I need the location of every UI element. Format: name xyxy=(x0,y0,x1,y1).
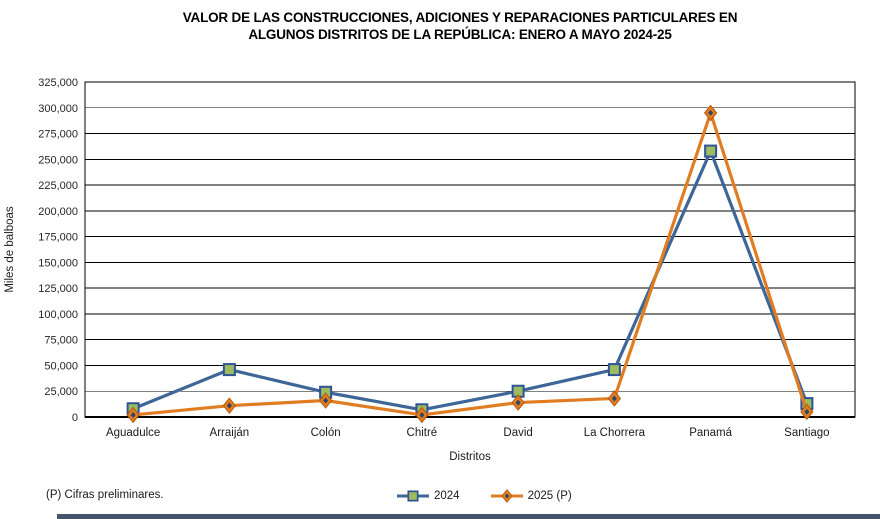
footnote: (P) Cifras preliminares. xyxy=(46,489,164,501)
y-tick-label: 50,000 xyxy=(44,360,78,372)
data-point-diamond-center xyxy=(226,402,232,409)
y-tick-label: 0 xyxy=(72,412,78,424)
data-point-diamond-center xyxy=(708,109,714,116)
y-tick-label: 225,000 xyxy=(38,180,78,192)
x-tick-label: Santiago xyxy=(784,427,829,439)
data-point-diamond-center xyxy=(504,493,509,499)
y-tick-label: 125,000 xyxy=(38,283,78,295)
plot-border xyxy=(84,81,856,418)
legend-label-2025: 2025 (P) xyxy=(527,490,572,502)
data-point-square xyxy=(407,490,419,502)
data-point-diamond-center xyxy=(419,411,425,418)
x-tick-label: La Chorrera xyxy=(584,427,646,439)
legend-swatch xyxy=(490,488,523,504)
x-axis-title: Distritos xyxy=(449,451,491,463)
y-tick-label: 325,000 xyxy=(38,77,78,89)
legend-label-2024: 2024 xyxy=(434,490,460,502)
x-tick-label: David xyxy=(503,427,532,439)
y-tick-label: 175,000 xyxy=(38,232,78,244)
x-tick-label: Colón xyxy=(311,427,341,439)
x-tick-label: Aguadulce xyxy=(106,427,160,439)
y-tick-label: 25,000 xyxy=(44,386,78,398)
series-line-2024 xyxy=(131,149,809,412)
data-point-diamond-center xyxy=(323,397,329,404)
legend-item-2025: 2025 (P) xyxy=(490,488,572,504)
y-tick-label: 75,000 xyxy=(44,335,78,347)
x-tick-label: Arraiján xyxy=(210,427,250,439)
y-tick-label: 100,000 xyxy=(38,309,78,321)
data-point-diamond-center xyxy=(611,395,617,402)
y-tick-label: 300,000 xyxy=(38,103,78,115)
y-tick-label: 150,000 xyxy=(38,257,78,269)
data-point-square xyxy=(222,363,236,377)
x-tick-label: Chitré xyxy=(407,427,438,439)
data-point-diamond-center xyxy=(804,408,810,415)
x-tick-label: Panamá xyxy=(689,427,732,439)
legend-marker-2024-icon xyxy=(396,488,430,504)
y-tick-label: 275,000 xyxy=(38,129,78,141)
chart-title-line1: VALOR DE LAS CONSTRUCCIONES, ADICIONES Y… xyxy=(182,10,738,25)
data-point-diamond-center xyxy=(515,399,521,406)
y-tick-label: 200,000 xyxy=(38,206,78,218)
chart-title: VALOR DE LAS CONSTRUCCIONES, ADICIONES Y… xyxy=(40,9,880,43)
chart-title-line2: ALGUNOS DISTRITOS DE LA REPÚBLICA: ENERO… xyxy=(248,27,672,42)
data-point-square xyxy=(607,363,621,377)
legend-marker-2025-icon xyxy=(490,488,524,504)
y-tick-label: 250,000 xyxy=(38,154,78,166)
legend: 2024 2025 (P) xyxy=(396,488,572,504)
line-chart: 0 25,000 50,000 75,000 100,000 125,000 150,000… xyxy=(38,77,856,439)
data-point-diamond-center xyxy=(130,411,136,418)
data-point-square xyxy=(704,144,718,158)
legend-swatch xyxy=(397,490,429,502)
legend-item-2024: 2024 xyxy=(396,488,460,504)
series-line-2025-P- xyxy=(131,111,809,417)
bottom-bar xyxy=(57,514,880,519)
